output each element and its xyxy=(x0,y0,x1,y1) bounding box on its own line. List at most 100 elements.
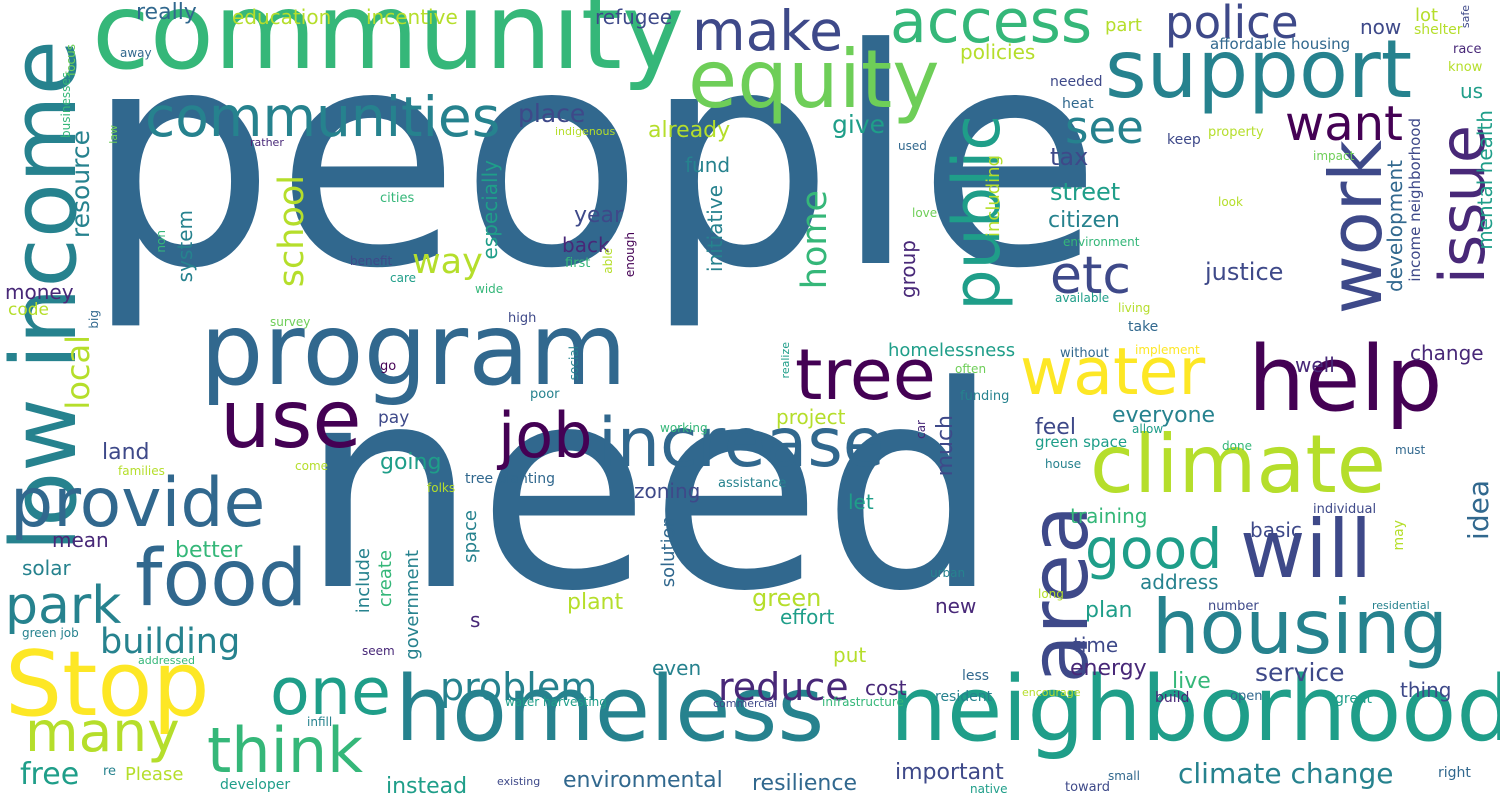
word-local: local xyxy=(59,335,97,410)
word-service: service xyxy=(1255,658,1345,687)
word-available: available xyxy=(1055,291,1110,305)
word-even: even xyxy=(652,656,702,680)
word-commercial: commercial xyxy=(713,697,778,710)
word-come: come xyxy=(295,459,329,473)
word-fund: fund xyxy=(685,153,731,177)
word-may: may xyxy=(1391,520,1407,551)
word-small: small xyxy=(1108,769,1140,783)
word-re: re xyxy=(103,764,117,779)
word-open: open xyxy=(1230,689,1263,704)
word-will: will xyxy=(1240,503,1373,596)
word-police: police xyxy=(1165,0,1299,49)
word-system: system xyxy=(173,210,197,283)
word-live: live xyxy=(1172,669,1211,694)
word-program: program xyxy=(200,291,627,408)
word-need: need xyxy=(300,327,1000,653)
word-know: know xyxy=(1448,60,1483,75)
word-social: social xyxy=(567,346,581,381)
word-everyone: everyone xyxy=(1112,403,1216,428)
word-good: good xyxy=(1085,517,1223,581)
word-include: include xyxy=(353,548,374,614)
word-climate-change: climate change xyxy=(1178,757,1394,790)
word-reduce: reduce xyxy=(718,665,849,709)
word-infrastructure: infrastructure xyxy=(822,695,904,709)
word-especially: especially xyxy=(478,160,502,260)
word-build: build xyxy=(1155,690,1190,706)
word-benefit: benefit xyxy=(350,254,393,268)
word-high: high xyxy=(508,311,537,326)
word-people: people xyxy=(85,0,1102,334)
word-families: families xyxy=(118,464,165,478)
word-now: now xyxy=(1360,15,1402,39)
word-job: job xyxy=(498,399,593,472)
word-school: school xyxy=(272,175,312,288)
word-food: food xyxy=(135,534,308,624)
word-native: native xyxy=(970,782,1008,796)
word-law: law xyxy=(107,125,120,144)
word-needed: needed xyxy=(1050,74,1103,90)
word-seem: seem xyxy=(362,644,395,658)
word-housing: housing xyxy=(1152,583,1449,671)
word-help: help xyxy=(1248,327,1443,432)
word-toward: toward xyxy=(1065,780,1111,795)
word-stop: Stop xyxy=(5,632,210,737)
word-feel: feel xyxy=(1035,415,1076,440)
word-lot: lot xyxy=(1415,5,1439,26)
word-property: property xyxy=(1208,125,1264,140)
word-existing: existing xyxy=(497,775,541,788)
word-park: park xyxy=(5,576,122,636)
word-training: training xyxy=(1070,504,1148,528)
word-tree: tree xyxy=(795,334,936,416)
word-survey: survey xyxy=(270,315,311,329)
word-encourage: encourage xyxy=(1022,686,1081,699)
word-enough: enough xyxy=(623,232,637,278)
word-plan: plan xyxy=(1085,598,1133,623)
word-cost: cost xyxy=(865,676,907,700)
word-land: land xyxy=(102,440,150,465)
word-green-space: green space xyxy=(1035,433,1128,451)
word-see: see xyxy=(1065,101,1144,154)
word-think: think xyxy=(207,714,364,787)
word-make: make xyxy=(692,0,844,63)
word-safe: safe xyxy=(1459,5,1472,29)
word-access: access xyxy=(890,0,1093,57)
word-much: much xyxy=(933,415,958,477)
word-education: education xyxy=(232,5,332,29)
word-car: car xyxy=(914,420,928,439)
word-environment: environment xyxy=(1063,235,1140,249)
word-give: give xyxy=(832,110,885,139)
word-tax: tax xyxy=(1050,143,1089,171)
word-thing: thing xyxy=(1400,678,1452,702)
word-idea: idea xyxy=(1462,480,1495,540)
word-resource: resource xyxy=(66,130,95,239)
word-home: home xyxy=(795,190,835,290)
word-green-job: green job xyxy=(22,626,79,640)
word-infill: infill xyxy=(307,715,333,729)
word-communities: communities xyxy=(145,85,501,149)
word-year: year xyxy=(574,203,624,228)
word-able: able xyxy=(601,248,615,274)
word-non: non xyxy=(154,230,168,253)
word-neighborhood: neighborhood xyxy=(890,657,1500,762)
word-environmental: environmental xyxy=(563,768,723,793)
word-mean: mean xyxy=(52,528,109,552)
word-please: Please xyxy=(125,764,184,785)
word-many: many xyxy=(25,700,180,764)
word-take: take xyxy=(1128,319,1159,335)
word-addressed: addressed xyxy=(138,654,195,667)
word-living: living xyxy=(1118,301,1151,315)
word-working: working xyxy=(660,421,708,435)
word-part: part xyxy=(1105,15,1142,36)
word-heat: heat xyxy=(1062,96,1094,112)
word-long: long xyxy=(1038,587,1064,601)
word-done: done xyxy=(1222,439,1252,453)
word-pay: pay xyxy=(378,408,410,428)
word-s: s xyxy=(470,608,481,632)
word-refugee: refugee xyxy=(595,5,673,29)
word-address: address xyxy=(1140,570,1219,594)
word-incentive: incentive xyxy=(366,5,458,29)
word-right: right xyxy=(1438,765,1471,781)
word-water: water xyxy=(1020,335,1206,410)
word-support: support xyxy=(1105,23,1413,116)
